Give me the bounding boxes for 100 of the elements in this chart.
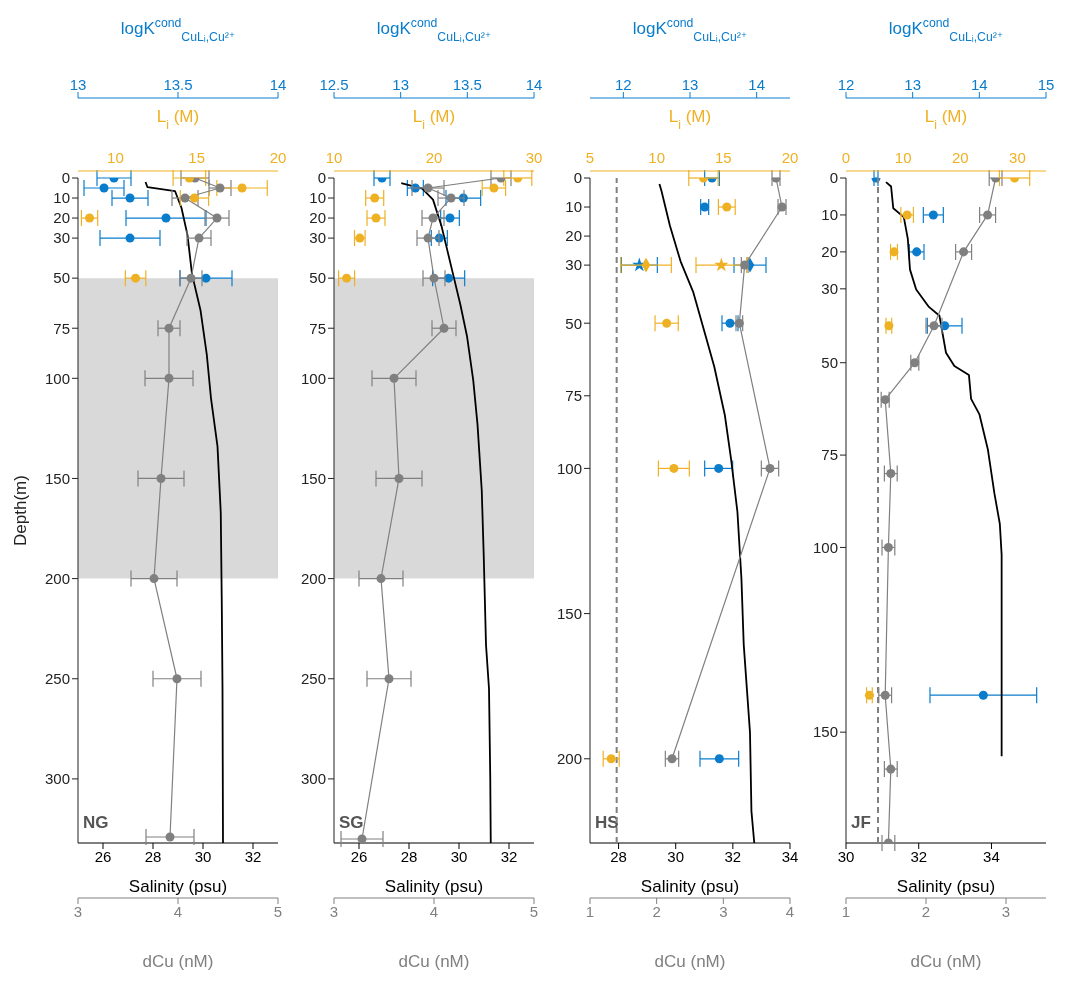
x2-tick-label: 13: [392, 76, 410, 93]
point: [376, 574, 386, 584]
point: [880, 690, 890, 700]
point: [165, 832, 175, 842]
y-tick-label: 0: [829, 169, 838, 187]
x-tick-label: 4: [785, 902, 795, 920]
y-tick-label: 150: [556, 604, 582, 622]
y-tick-label: 0: [573, 169, 582, 187]
y-tick-label: 30: [821, 280, 838, 298]
y-tick-label: 75: [309, 319, 326, 337]
x2-tick-label: 0: [841, 149, 851, 166]
x-tick-label: 3: [1001, 902, 1011, 920]
y-tick-label: 50: [309, 269, 326, 287]
x-tick-label: 2: [652, 902, 661, 920]
point: [667, 754, 677, 764]
x-axis-title: dCu (nM): [142, 952, 214, 971]
y-tick-label: 75: [821, 446, 838, 464]
point: [446, 193, 456, 203]
point: [880, 395, 890, 405]
x-tick-label: 4: [173, 902, 183, 920]
point: [186, 273, 196, 283]
x-tick-label: 2: [921, 902, 931, 920]
x2-tick-label: 12.5: [319, 76, 349, 93]
x-tick-label: 4: [429, 902, 439, 920]
point: [384, 674, 394, 684]
annotation: JF: [851, 813, 871, 833]
y-tick-label: 200: [556, 750, 582, 768]
point: [164, 323, 174, 333]
y-tick-label: 50: [821, 354, 838, 372]
point: [423, 183, 433, 193]
point: [180, 193, 190, 203]
annotation: HS: [595, 813, 619, 833]
y-tick-label: 200: [300, 569, 326, 587]
point: [883, 542, 893, 552]
point: [164, 373, 174, 383]
y-tick-label: 10: [53, 189, 70, 207]
x-tick-label: 34: [983, 847, 1000, 865]
x-tick-label: 32: [724, 847, 742, 865]
y-tick-label: 10: [309, 189, 326, 207]
y-tick-label: 20: [565, 227, 582, 245]
x-axis-title: Salinity (psu): [128, 877, 228, 896]
point: [212, 213, 222, 223]
point: [740, 260, 750, 270]
x-axis-title: Salinity (psu): [896, 877, 996, 896]
point: [959, 247, 969, 257]
x-tick-label: 32: [244, 847, 262, 865]
x-axis-title: dCu (nM): [910, 952, 982, 971]
x-tick-label: 34: [781, 847, 799, 865]
x2-tick-label: 20: [269, 149, 287, 166]
y-tick-label: 300: [300, 770, 326, 788]
y-tick-label: 150: [300, 469, 326, 487]
x2-tick-label: 20: [425, 149, 443, 166]
x-tick-label: 30: [450, 847, 468, 865]
x-tick-label: 3: [329, 902, 339, 920]
point: [156, 473, 166, 483]
point: [149, 574, 159, 584]
x2-axis-title: L$_{i}$ (M): [156, 107, 200, 132]
x-tick-label: 1: [841, 902, 851, 920]
point: [428, 213, 438, 223]
x2-tick-label: 10: [325, 149, 343, 166]
x-tick-label: 5: [273, 902, 283, 920]
point: [172, 674, 182, 684]
x2-tick-label: 14: [748, 76, 766, 93]
y-tick-label: 30: [565, 256, 582, 274]
x-axis-title: dCu (nM): [654, 952, 726, 971]
point: [929, 321, 939, 331]
x2-axis-title: L$_{i}$ (M): [924, 107, 968, 132]
x2-tick-label: 15: [1037, 76, 1055, 93]
y-tick-label: 100: [44, 369, 70, 387]
y-tick-label: 150: [812, 723, 838, 741]
x-tick-label: 3: [719, 902, 728, 920]
x2-tick-label: 5: [585, 149, 595, 166]
point: [734, 318, 744, 328]
x2-axis-title: L$_{i}$ (M): [668, 107, 712, 132]
point: [394, 473, 404, 483]
x-tick-label: 26: [350, 847, 368, 865]
annotation: NG: [83, 813, 109, 833]
point: [215, 183, 225, 193]
y-axis-title: Depth(m): [11, 475, 30, 546]
y-tick-label: 0: [317, 169, 326, 187]
annotation: SG: [339, 813, 364, 833]
y-tick-label: 200: [44, 569, 70, 587]
x-tick-label: 26: [94, 847, 112, 865]
point: [194, 233, 204, 243]
x2-tick-label: 13: [681, 76, 699, 93]
y-tick-label: 300: [44, 770, 70, 788]
x-tick-label: 28: [610, 847, 627, 865]
point: [439, 323, 449, 333]
point: [765, 463, 775, 473]
x2-tick-label: 15: [714, 149, 732, 166]
y-tick-label: 50: [53, 269, 70, 287]
x2-tick-label: 12: [614, 76, 632, 93]
x-tick-label: 30: [194, 847, 212, 865]
x2-tick-label: 20: [951, 149, 969, 166]
x-tick-label: 30: [837, 847, 855, 865]
y-tick-label: 0: [61, 169, 70, 187]
y-tick-label: 20: [821, 243, 838, 261]
x2-tick-label: 14: [525, 76, 543, 93]
y-tick-label: 30: [53, 229, 70, 247]
y-tick-label: 10: [565, 198, 582, 216]
